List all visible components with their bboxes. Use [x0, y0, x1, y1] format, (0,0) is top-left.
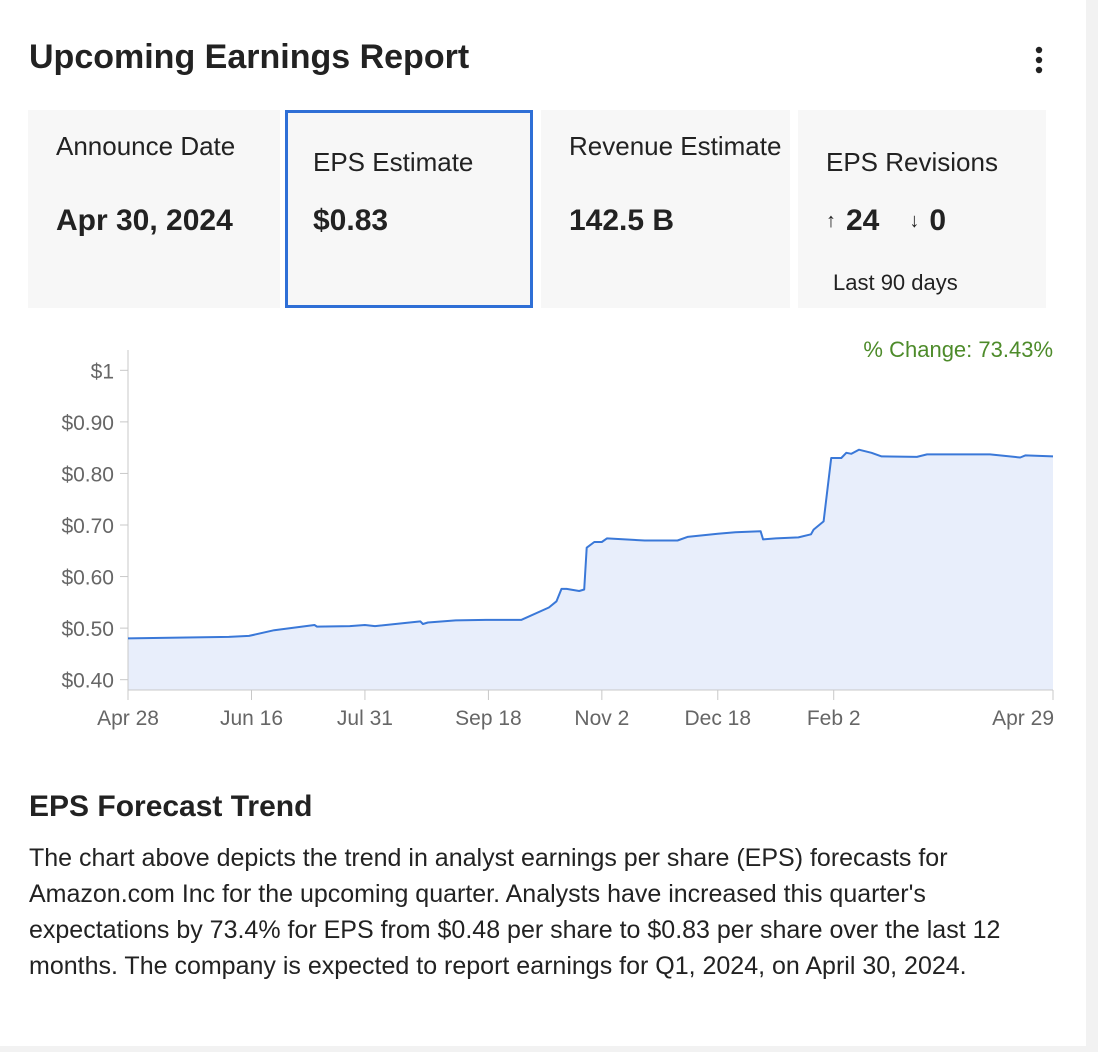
more-menu-button[interactable] [1025, 44, 1053, 76]
eps-trend-chart[interactable]: $1 $0.90 $0.80 $0.70 $0.60 $0.50 $0.40 Apr 28 Ju… [0, 320, 1086, 740]
x-tick-label: Sep 18 [455, 707, 522, 730]
x-tick-label: Nov 2 [574, 707, 629, 730]
x-tick-label: Dec 18 [685, 707, 752, 730]
eps-area-fill [128, 449, 1053, 690]
announce-date-tile: Announce Date Apr 30, 2024 [28, 110, 280, 308]
percent-change-label: % Change: 73.43% [863, 337, 1053, 362]
y-tick-label: $0.50 [61, 618, 114, 641]
announce-date-label: Announce Date [56, 131, 236, 161]
y-tick-label: $0.40 [61, 670, 114, 693]
page-title: Upcoming Earnings Report [29, 38, 470, 76]
eps-estimate-value: $0.83 [313, 204, 389, 237]
y-tick-label: $0.90 [61, 412, 114, 435]
eps-estimate-tile[interactable]: EPS Estimate $0.83 [285, 110, 533, 308]
y-tick-label: $1 [91, 360, 114, 383]
revisions-up-value: 24 [846, 204, 880, 237]
x-tick-label: Apr 29 [992, 707, 1054, 730]
x-tick-label: Jul 31 [337, 707, 393, 730]
revisions-period: Last 90 days [833, 270, 958, 295]
x-tick-label: Feb 2 [807, 707, 861, 730]
revenue-estimate-label: Revenue Estimate [569, 131, 782, 161]
y-tick-label: $0.70 [61, 515, 114, 538]
x-tick-label: Apr 28 [97, 707, 159, 730]
revisions-row: ↑ 24 ↓ 0 [826, 204, 946, 238]
revenue-estimate-value: 142.5 B [569, 204, 675, 237]
eps-estimate-label: EPS Estimate [313, 147, 474, 177]
x-tick-label: Jun 16 [220, 707, 283, 730]
arrow-down-icon: ↓ [909, 209, 920, 232]
announce-date-value: Apr 30, 2024 [56, 204, 233, 237]
eps-series-line [127, 448, 1054, 640]
arrow-up-icon: ↑ [826, 209, 836, 232]
forecast-title: EPS Forecast Trend [29, 790, 313, 823]
y-tick-label: $0.60 [61, 567, 114, 590]
eps-revisions-tile[interactable]: EPS Revisions ↑ 24 ↓ 0 Last 90 days [798, 110, 1046, 308]
forecast-text: The chart above depicts the trend in ana… [29, 844, 1001, 980]
revenue-estimate-tile[interactable]: Revenue Estimate 142.5 B [541, 110, 790, 308]
y-tick-label: $0.80 [61, 463, 114, 486]
eps-revisions-label: EPS Revisions [826, 147, 998, 177]
revisions-down-value: 0 [929, 204, 947, 237]
more-vertical-icon[interactable] [1025, 44, 1053, 76]
